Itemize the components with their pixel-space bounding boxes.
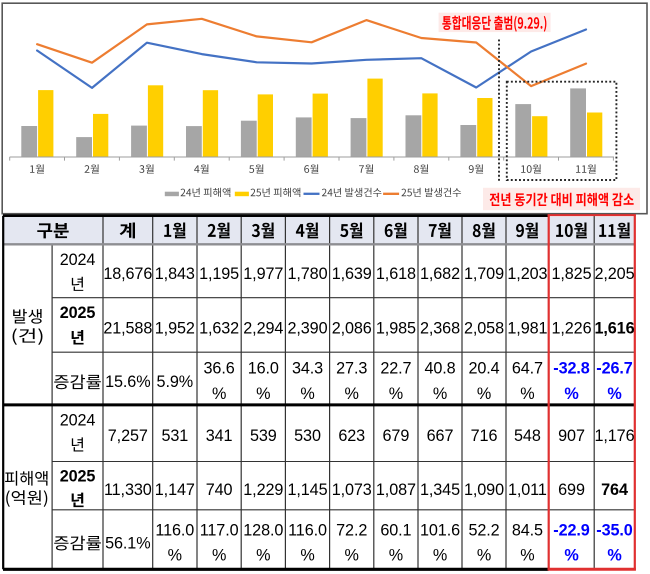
svg-text:%: % <box>607 547 621 565</box>
svg-text:2025: 2025 <box>60 304 96 322</box>
svg-text:1,145: 1,145 <box>287 481 327 499</box>
svg-text:116.0: 116.0 <box>288 521 327 539</box>
svg-text:34.3: 34.3 <box>292 360 323 378</box>
svg-text:27.3: 27.3 <box>336 360 367 378</box>
svg-text:7,257: 7,257 <box>108 427 148 445</box>
svg-text:15.6%: 15.6% <box>105 373 150 391</box>
svg-text:40.8: 40.8 <box>424 360 455 378</box>
svg-text:1,345: 1,345 <box>420 481 460 499</box>
svg-text:2,086: 2,086 <box>332 320 372 338</box>
svg-text:907: 907 <box>558 427 585 445</box>
svg-text:539: 539 <box>250 427 277 445</box>
svg-text:2,390: 2,390 <box>287 320 327 338</box>
svg-text:%: % <box>300 547 314 565</box>
svg-text:%: % <box>389 547 403 565</box>
svg-text:1,618: 1,618 <box>376 265 416 283</box>
svg-text:2,205: 2,205 <box>594 265 634 283</box>
svg-text:%: % <box>607 385 621 403</box>
svg-text:-32.8: -32.8 <box>553 360 589 378</box>
svg-text:%: % <box>256 385 270 403</box>
svg-text:%: % <box>520 385 534 403</box>
svg-text:%: % <box>212 547 226 565</box>
svg-text:1,709: 1,709 <box>464 265 504 283</box>
svg-text:128.0: 128.0 <box>243 521 283 539</box>
svg-text:530: 530 <box>294 427 321 445</box>
svg-text:-22.9: -22.9 <box>553 521 589 539</box>
svg-text:1,639: 1,639 <box>332 265 372 283</box>
svg-text:1,176: 1,176 <box>594 427 634 445</box>
svg-text:60.1: 60.1 <box>380 521 411 539</box>
svg-text:%: % <box>256 547 270 565</box>
svg-text:1,632: 1,632 <box>199 320 239 338</box>
svg-text:1,011: 1,011 <box>508 481 547 499</box>
svg-text:-35.0: -35.0 <box>596 521 632 539</box>
svg-text:699: 699 <box>558 481 585 499</box>
svg-text:2,368: 2,368 <box>420 320 460 338</box>
svg-text:1,087: 1,087 <box>376 481 416 499</box>
svg-text:1,843: 1,843 <box>155 265 195 283</box>
svg-text:1,780: 1,780 <box>287 265 327 283</box>
svg-text:1,147: 1,147 <box>155 481 195 499</box>
svg-text:20.4: 20.4 <box>468 360 499 378</box>
svg-text:1,981: 1,981 <box>507 320 547 338</box>
svg-text:1,090: 1,090 <box>464 481 504 499</box>
svg-text:5.9%: 5.9% <box>157 373 194 391</box>
svg-text:1,825: 1,825 <box>551 265 591 283</box>
svg-text:%: % <box>389 385 403 403</box>
svg-text:11,330: 11,330 <box>104 481 152 499</box>
svg-text:764: 764 <box>601 481 628 499</box>
svg-text:64.7: 64.7 <box>512 360 543 378</box>
svg-text:1,229: 1,229 <box>243 481 283 499</box>
svg-text:16.0: 16.0 <box>248 360 279 378</box>
svg-text:%: % <box>345 547 359 565</box>
svg-text:716: 716 <box>471 427 498 445</box>
svg-text:%: % <box>477 385 491 403</box>
svg-text:1,195: 1,195 <box>199 265 239 283</box>
svg-text:72.2: 72.2 <box>336 521 367 539</box>
svg-text:%: % <box>433 547 447 565</box>
svg-text:679: 679 <box>383 427 410 445</box>
svg-text:56.1%: 56.1% <box>105 534 150 552</box>
svg-text:2024: 2024 <box>60 251 96 269</box>
svg-text:548: 548 <box>514 427 541 445</box>
svg-text:2025: 2025 <box>60 467 96 485</box>
svg-text:740: 740 <box>206 481 233 499</box>
svg-text:1,226: 1,226 <box>551 320 591 338</box>
svg-text:623: 623 <box>338 427 365 445</box>
svg-text:1,203: 1,203 <box>507 265 547 283</box>
svg-text:18,676: 18,676 <box>103 265 152 283</box>
svg-text:36.6: 36.6 <box>204 360 235 378</box>
svg-text:341: 341 <box>206 427 233 445</box>
svg-text:1,616: 1,616 <box>594 320 634 338</box>
svg-text:%: % <box>212 385 226 403</box>
svg-text:1,952: 1,952 <box>155 320 195 338</box>
svg-text:1,985: 1,985 <box>376 320 416 338</box>
svg-text:84.5: 84.5 <box>512 521 543 539</box>
svg-text:%: % <box>168 547 182 565</box>
svg-text:%: % <box>300 385 314 403</box>
svg-text:101.6: 101.6 <box>420 521 460 539</box>
svg-text:%: % <box>433 385 447 403</box>
svg-text:52.2: 52.2 <box>468 521 499 539</box>
svg-text:1,682: 1,682 <box>420 265 460 283</box>
svg-text:2,058: 2,058 <box>464 320 504 338</box>
svg-text:2,294: 2,294 <box>243 320 283 338</box>
svg-text:%: % <box>564 547 578 565</box>
svg-text:117.0: 117.0 <box>200 521 239 539</box>
svg-text:%: % <box>520 547 534 565</box>
svg-text:%: % <box>345 385 359 403</box>
svg-text:%: % <box>477 547 491 565</box>
svg-text:%: % <box>564 385 578 403</box>
svg-text:531: 531 <box>161 427 188 445</box>
svg-text:1,073: 1,073 <box>332 481 372 499</box>
svg-text:-26.7: -26.7 <box>596 360 632 378</box>
svg-text:2024: 2024 <box>60 411 96 429</box>
svg-text:116.0: 116.0 <box>155 521 194 539</box>
svg-text:22.7: 22.7 <box>380 360 411 378</box>
svg-text:21,588: 21,588 <box>103 320 152 338</box>
svg-text:1,977: 1,977 <box>243 265 283 283</box>
svg-text:667: 667 <box>427 427 454 445</box>
